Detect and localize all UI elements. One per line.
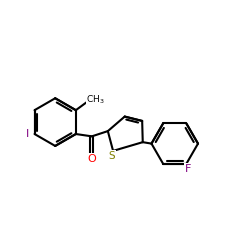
Text: O: O xyxy=(88,154,96,164)
Text: I: I xyxy=(26,129,29,139)
Text: F: F xyxy=(185,164,191,174)
Text: CH$_3$: CH$_3$ xyxy=(86,94,105,106)
Text: S: S xyxy=(108,151,115,161)
